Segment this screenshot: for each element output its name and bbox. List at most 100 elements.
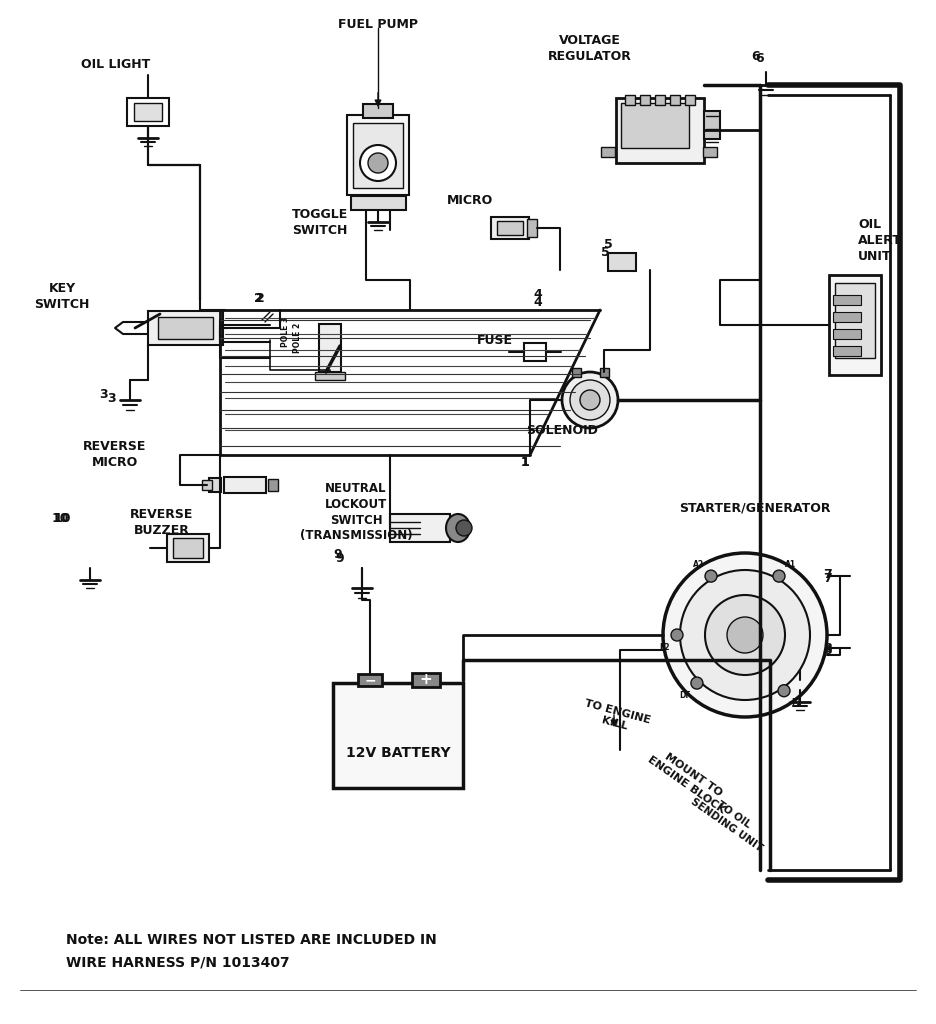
Bar <box>224 477 266 493</box>
Bar <box>268 479 278 490</box>
Bar <box>685 95 695 105</box>
Text: 9: 9 <box>336 552 344 564</box>
Circle shape <box>368 153 388 173</box>
Bar <box>347 115 409 195</box>
Text: 8: 8 <box>824 641 832 654</box>
Bar <box>608 253 636 271</box>
Bar <box>703 147 717 157</box>
Bar <box>350 196 405 210</box>
Bar <box>353 123 403 187</box>
Bar <box>829 275 881 375</box>
Circle shape <box>773 570 785 582</box>
Bar <box>616 97 704 163</box>
Bar <box>833 346 861 356</box>
Text: POLE 3: POLE 3 <box>281 316 289 347</box>
Bar <box>621 102 689 147</box>
Bar <box>209 478 221 492</box>
Text: 9: 9 <box>334 549 343 561</box>
Bar <box>625 95 635 105</box>
Text: OIL LIGHT: OIL LIGHT <box>81 58 151 72</box>
Text: 1: 1 <box>520 456 530 469</box>
Text: F2: F2 <box>660 642 670 651</box>
Text: OIL
ALERT
UNIT: OIL ALERT UNIT <box>858 217 902 262</box>
Circle shape <box>691 677 703 689</box>
Bar <box>148 311 223 345</box>
Bar <box>315 372 345 380</box>
Circle shape <box>727 617 763 653</box>
Text: SOLENOID: SOLENOID <box>526 424 598 436</box>
Bar <box>572 368 580 377</box>
Text: VOLTAGE
REGULATOR: VOLTAGE REGULATOR <box>548 34 632 62</box>
Bar <box>599 368 608 377</box>
Text: DF: DF <box>680 690 691 699</box>
Bar <box>833 312 861 322</box>
Bar <box>167 534 209 562</box>
Ellipse shape <box>446 514 470 542</box>
Text: STARTER/GENERATOR: STARTER/GENERATOR <box>680 502 831 514</box>
Text: FUEL PUMP: FUEL PUMP <box>338 18 418 32</box>
Bar <box>412 673 440 687</box>
Text: TOGGLE
SWITCH: TOGGLE SWITCH <box>292 208 348 237</box>
Text: TO ENGINE
KILL: TO ENGINE KILL <box>580 698 651 737</box>
Bar <box>655 95 665 105</box>
Bar <box>358 674 382 686</box>
Text: Note: ALL WIRES NOT LISTED ARE INCLUDED IN: Note: ALL WIRES NOT LISTED ARE INCLUDED … <box>66 933 436 947</box>
Text: NEUTRAL
LOCKOUT
SWITCH
(TRANSMISSION): NEUTRAL LOCKOUT SWITCH (TRANSMISSION) <box>300 481 413 543</box>
Text: A1: A1 <box>785 559 797 568</box>
Text: REVERSE
MICRO: REVERSE MICRO <box>83 440 147 469</box>
Bar <box>157 317 212 339</box>
Text: 2: 2 <box>256 292 264 304</box>
Bar <box>173 538 203 558</box>
Text: POLE 2: POLE 2 <box>294 323 302 353</box>
Text: A2: A2 <box>694 559 705 568</box>
Circle shape <box>663 553 827 717</box>
Text: F1: F1 <box>791 698 801 708</box>
Bar <box>491 217 529 239</box>
Bar <box>524 343 546 361</box>
Circle shape <box>580 390 600 410</box>
Bar <box>704 111 720 139</box>
Bar <box>835 283 875 357</box>
Bar <box>497 221 523 234</box>
Circle shape <box>456 520 472 536</box>
Text: MICRO: MICRO <box>446 194 493 207</box>
Circle shape <box>705 595 785 675</box>
Text: 5: 5 <box>604 239 612 252</box>
Bar <box>601 147 615 157</box>
Bar <box>363 104 393 118</box>
Bar <box>319 324 341 372</box>
Text: 1: 1 <box>520 456 530 469</box>
Bar <box>390 514 450 542</box>
Text: +: + <box>419 673 432 687</box>
Bar <box>127 98 169 126</box>
Circle shape <box>778 685 790 696</box>
Text: WIRE HARNESS P/N 1013407: WIRE HARNESS P/N 1013407 <box>66 955 289 969</box>
Text: 4: 4 <box>534 289 542 301</box>
Text: KEY
SWITCH: KEY SWITCH <box>35 283 90 311</box>
Bar <box>202 480 212 490</box>
Text: 5: 5 <box>601 246 609 258</box>
Text: REVERSE
BUZZER: REVERSE BUZZER <box>130 508 194 537</box>
Text: 12V BATTERY: 12V BATTERY <box>345 746 450 760</box>
Text: 7: 7 <box>824 571 832 585</box>
Bar <box>833 329 861 339</box>
Circle shape <box>570 380 610 420</box>
Text: 3: 3 <box>108 391 116 404</box>
Bar <box>134 103 162 121</box>
Bar <box>670 95 680 105</box>
Circle shape <box>705 570 717 582</box>
Bar <box>833 295 861 305</box>
Text: FUSE: FUSE <box>477 334 513 346</box>
Circle shape <box>671 629 683 641</box>
Text: 7: 7 <box>824 568 832 582</box>
Text: −: − <box>364 673 376 687</box>
Bar <box>333 683 463 787</box>
Text: 10: 10 <box>53 512 71 524</box>
Circle shape <box>680 570 810 700</box>
Text: 8: 8 <box>824 643 832 656</box>
Text: 6: 6 <box>752 50 760 63</box>
Circle shape <box>360 145 396 181</box>
Text: 6: 6 <box>755 51 765 65</box>
Text: 3: 3 <box>100 387 109 400</box>
Text: MOUNT TO
ENGINE BLOCK: MOUNT TO ENGINE BLOCK <box>646 744 734 815</box>
